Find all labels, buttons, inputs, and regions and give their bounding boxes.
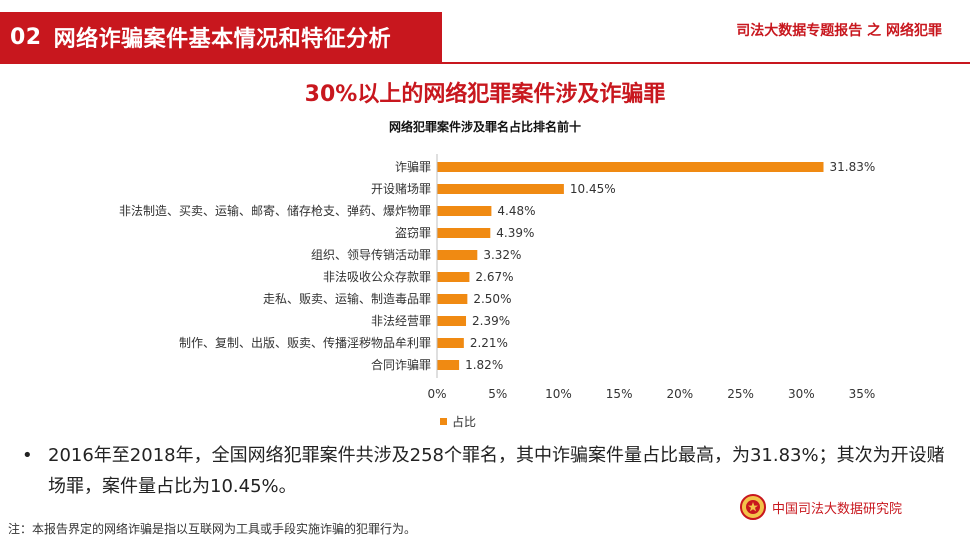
category-label-8: 制作、复制、出版、贩卖、传播淫秽物品牟利罪 <box>179 335 431 350</box>
section-number: 02 <box>10 24 42 50</box>
legend-swatch <box>440 418 447 425</box>
category-label-2: 非法制造、买卖、运输、邮寄、储存枪支、弹药、爆炸物罪 <box>119 203 431 218</box>
header-divider <box>0 62 970 64</box>
footnote: 注：本报告界定的网络诈骗是指以互联网为工具或手段实施诈骗的犯罪行为。 <box>8 522 417 536</box>
x-tick-label-4: 20% <box>667 387 694 401</box>
bullet-text: 2016年至2018年，全国网络犯罪案件共涉及258个罪名，其中诈骗案件量占比最… <box>48 445 945 497</box>
x-tick-label-2: 10% <box>545 387 572 401</box>
x-tick-label-0: 0% <box>427 387 446 401</box>
data-label-6: 2.50% <box>473 292 511 306</box>
data-label-9: 1.82% <box>465 358 503 372</box>
data-label-3: 4.39% <box>496 226 534 240</box>
category-label-0: 诈骗罪 <box>395 159 431 174</box>
bar-6 <box>437 294 468 304</box>
data-label-7: 2.39% <box>472 314 510 328</box>
bullet-marker: • <box>22 445 33 466</box>
data-label-0: 31.83% <box>830 160 876 174</box>
data-label-8: 2.21% <box>470 336 508 350</box>
category-label-4: 组织、领导传销活动罪 <box>311 247 431 262</box>
court-emblem-icon <box>740 494 766 520</box>
category-label-7: 非法经营罪 <box>371 314 431 328</box>
x-tick-label-6: 30% <box>788 387 815 401</box>
bar-3 <box>437 228 491 238</box>
section-title: 网络诈骗案件基本情况和特征分析 <box>53 27 392 52</box>
legend-label: 占比 <box>452 414 476 429</box>
bar-2 <box>437 206 492 216</box>
bar-8 <box>437 338 464 348</box>
category-label-9: 合同诈骗罪 <box>371 357 431 372</box>
x-tick-label-5: 25% <box>727 387 754 401</box>
category-label-1: 开设赌场罪 <box>371 182 431 196</box>
section-banner: 02 网络诈骗案件基本情况和特征分析 <box>0 12 442 62</box>
chart-title: 网络犯罪案件涉及罪名占比排名前十 <box>388 120 581 134</box>
bar-9 <box>437 360 460 370</box>
bar-5 <box>437 272 470 282</box>
institute-logo: 中国司法大数据研究院 <box>740 494 902 520</box>
slide-title: 30%以上的网络犯罪案件涉及诈骗罪 <box>304 82 666 107</box>
x-tick-label-1: 5% <box>488 387 507 401</box>
bar-1 <box>437 184 564 194</box>
data-label-2: 4.48% <box>497 204 535 218</box>
institute-name: 中国司法大数据研究院 <box>772 501 903 517</box>
data-label-4: 3.32% <box>483 248 521 262</box>
bar-0 <box>437 162 824 172</box>
x-tick-label-3: 15% <box>606 387 633 401</box>
category-label-5: 非法吸收公众存款罪 <box>323 270 431 284</box>
data-label-5: 2.67% <box>475 270 513 284</box>
bar-chart: 诈骗罪 31.83% 开设赌场罪 10.45% 非法制造、买卖、运输、邮寄、储存枪支、弹… <box>119 154 876 429</box>
bar-7 <box>437 316 467 326</box>
bar-4 <box>437 250 478 260</box>
category-label-3: 盗窃罪 <box>395 225 431 240</box>
report-title: 司法大数据专题报告 之 网络犯罪 <box>736 23 942 39</box>
summary-bullet: • 2016年至2018年，全国网络犯罪案件共涉及258个罪名，其中诈骗案件量占… <box>22 440 952 502</box>
data-label-1: 10.45% <box>570 182 616 196</box>
category-label-6: 走私、贩卖、运输、制造毒品罪 <box>263 291 431 306</box>
x-tick-label-7: 35% <box>849 387 876 401</box>
